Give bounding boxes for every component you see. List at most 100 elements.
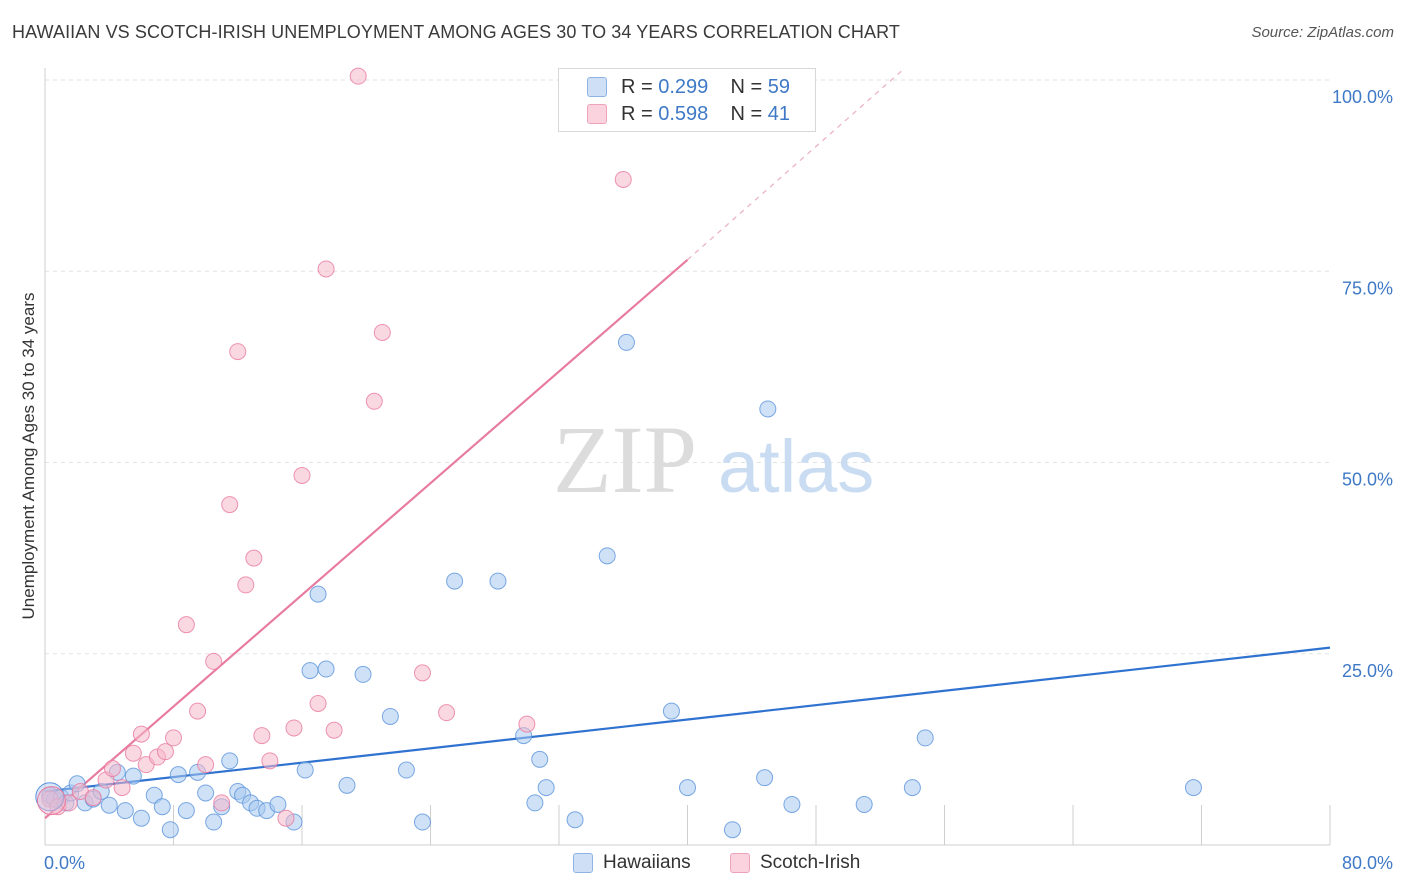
point-hawaiians [221,752,239,770]
point-hawaiians [723,821,741,839]
point-cluster-scotch-irish [36,786,66,816]
legend-row-hawaiians: R = 0.299 N = 59 [587,75,791,99]
point-hawaiians [269,795,287,813]
watermark-zip: ZIP [553,406,697,513]
point-hawaiians [855,795,873,813]
point-scotch-irish [365,392,383,410]
trend-line-scotch-irish [44,258,689,820]
point-hawaiians [662,702,680,720]
legend-text: R = 0.299 N = 59 [621,75,791,98]
point-hawaiians [153,798,171,816]
point-scotch-irish [165,729,182,747]
watermark-atlas: atlas [718,425,874,508]
point-scotch-irish [103,760,121,777]
point-scotch-irish [413,664,431,682]
point-hawaiians [617,333,635,351]
bottom-legend-swatch-scotch-irish [730,853,750,873]
point-hawaiians [177,802,195,820]
point-scotch-irish [261,752,279,770]
legend-swatch-hawaiians [587,77,607,97]
point-scotch-irish [197,756,215,774]
y-axis-label: Unemployment Among Ages 30 to 34 years [19,293,38,620]
bottom-legend-scotch-irish: Scotch-Irish [730,852,860,874]
y-tick-label: 75.0% [1342,278,1393,298]
point-hawaiians [783,795,801,813]
point-hawaiians [338,776,356,794]
point-hawaiians [296,761,314,779]
point-hawaiians [100,796,118,814]
point-scotch-irish [253,727,271,745]
point-scotch-irish [84,789,102,807]
point-scotch-irish [309,694,327,712]
point-hawaiians [124,767,142,785]
point-scotch-irish [177,616,195,634]
point-hawaiians [903,779,921,797]
point-scotch-irish [113,779,131,797]
point-scotch-irish [373,323,391,341]
point-hawaiians [317,660,335,678]
tick-labels: 25.0% 50.0% 75.0% 100.0% 0.0% 80.0% [44,87,1393,873]
point-scotch-irish [518,715,536,733]
point-hawaiians [446,572,464,590]
source-label: Source: ZipAtlas.com [1251,24,1394,41]
point-hawaiians [537,779,555,797]
point-hawaiians [1184,779,1202,797]
trend-lines [44,68,1331,820]
point-hawaiians [169,766,187,784]
point-hawaiians [205,813,223,831]
point-hawaiians [397,761,415,779]
axes [44,68,1331,846]
legend-swatch-scotch-irish [587,104,607,124]
point-hawaiians [489,572,507,590]
point-hawaiians [301,662,319,680]
bottom-legend-hawaiians: Hawaiians [573,852,691,874]
point-scotch-irish [205,652,223,670]
trend-line-hawaiians [44,646,1331,793]
point-scotch-irish [229,343,247,361]
grid-lines [45,79,1330,655]
point-hawaiians [413,813,431,831]
bottom-legend: Hawaiians Scotch-Irish [0,852,1406,878]
chart-title: HAWAIIAN VS SCOTCH-IRISH UNEMPLOYMENT AM… [12,22,900,42]
point-hawaiians [759,400,777,418]
y-tick-label: 50.0% [1342,470,1393,490]
point-hawaiians [132,809,150,827]
point-scotch-irish [285,719,303,737]
legend-row-scotch-irish: R = 0.598 N = 41 [587,102,791,126]
point-scotch-irish [245,549,263,567]
point-scotch-irish [124,744,142,762]
point-hawaiians [916,729,934,747]
point-scotch-irish [277,809,295,827]
point-hawaiians [526,794,544,812]
point-scotch-irish [325,721,343,739]
point-scotch-irish [221,496,239,514]
point-hawaiians [197,784,215,802]
point-hawaiians [531,750,549,768]
point-scotch-irish [293,467,311,485]
point-hawaiians [161,821,179,839]
point-hawaiians [598,547,616,565]
point-hawaiians [309,585,327,603]
x-tick-label: 80.0% [1342,853,1393,873]
bottom-legend-swatch-hawaiians [573,853,593,873]
bottom-legend-label: Hawaiians [603,852,691,873]
y-tick-label: 100.0% [1332,87,1393,107]
legend-text: R = 0.598 N = 41 [621,102,791,125]
point-hawaiians [756,769,774,787]
point-scotch-irish [438,704,456,722]
point-hawaiians [116,802,134,820]
point-hawaiians [354,665,372,683]
point-hawaiians [381,707,399,725]
point-scotch-irish [317,260,335,278]
point-scotch-irish [349,67,367,85]
point-scotch-irish [213,794,231,812]
point-scotch-irish [614,170,632,188]
point-hawaiians [679,779,696,797]
point-scotch-irish [189,702,207,720]
legend: R = 0.299 N = 59 R = 0.598 N = 41 [558,68,816,132]
point-scotch-irish [132,725,150,743]
x-tick-label: 0.0% [44,853,85,873]
point-hawaiians [566,811,584,829]
y-tick-label: 25.0% [1342,661,1393,681]
